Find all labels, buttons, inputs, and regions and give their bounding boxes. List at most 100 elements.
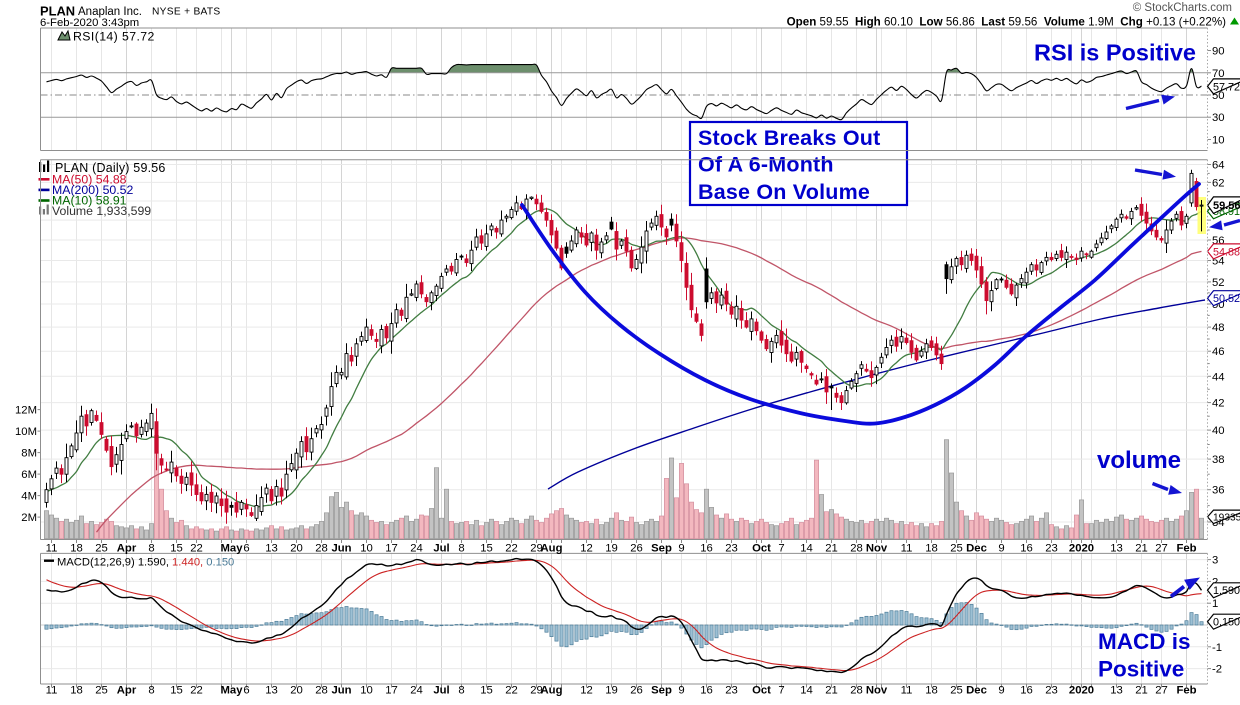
svg-text:Dec: Dec: [966, 685, 987, 697]
svg-text:8: 8: [148, 685, 154, 697]
svg-text:7: 7: [778, 685, 784, 697]
svg-text:8: 8: [458, 543, 464, 555]
svg-text:Oct: Oct: [752, 543, 771, 555]
svg-text:12: 12: [580, 543, 593, 555]
svg-text:62: 62: [1212, 177, 1225, 189]
svg-text:21: 21: [1135, 543, 1148, 555]
svg-text:9: 9: [678, 685, 684, 697]
svg-text:13: 13: [1110, 685, 1123, 697]
svg-text:7: 7: [778, 543, 784, 555]
svg-text:MA(10) 58.91: MA(10) 58.91: [52, 194, 127, 208]
svg-text:25: 25: [95, 543, 108, 555]
svg-text:6: 6: [243, 685, 249, 697]
svg-text:Aug: Aug: [541, 685, 563, 697]
svg-text:46: 46: [1212, 346, 1225, 358]
svg-text:2020: 2020: [1069, 685, 1094, 697]
svg-text:36: 36: [1212, 485, 1225, 497]
svg-text:MACD(12,26,9) 1.590, 1.440, 0.: MACD(12,26,9) 1.590, 1.440, 0.150: [57, 557, 234, 569]
svg-text:Open 59.55 High 60.10 Low 56: Open 59.55 High 60.10 Low 56.86 Last 59.…: [787, 15, 1226, 28]
svg-text:21: 21: [825, 543, 838, 555]
svg-text:12M: 12M: [15, 405, 37, 417]
svg-text:volume: volume: [1097, 447, 1181, 474]
svg-text:29: 29: [530, 685, 543, 697]
svg-text:MACD is: MACD is: [1098, 629, 1191, 654]
svg-text:57.72: 57.72: [1213, 81, 1240, 93]
svg-text:Apr: Apr: [117, 685, 137, 697]
svg-text:28: 28: [315, 685, 328, 697]
svg-text:26: 26: [630, 685, 643, 697]
svg-text:19: 19: [605, 685, 618, 697]
svg-text:Nov: Nov: [866, 685, 888, 697]
svg-text:27: 27: [1155, 543, 1168, 555]
svg-text:26: 26: [630, 543, 643, 555]
svg-text:13: 13: [1110, 543, 1123, 555]
svg-text:© StockCharts.com: © StockCharts.com: [1133, 2, 1232, 14]
svg-text:29: 29: [530, 543, 543, 555]
svg-text:2M: 2M: [21, 512, 37, 524]
svg-text:Of A 6-Month: Of A 6-Month: [698, 153, 834, 177]
svg-text:50.52: 50.52: [1213, 293, 1240, 305]
svg-text:40: 40: [1212, 425, 1225, 437]
svg-text:Apr: Apr: [117, 543, 137, 555]
svg-text:21: 21: [825, 685, 838, 697]
svg-text:42: 42: [1212, 398, 1225, 410]
svg-text:6M: 6M: [21, 469, 37, 481]
svg-text:NYSE + BATS: NYSE + BATS: [152, 7, 221, 18]
svg-text:4M: 4M: [21, 491, 37, 503]
svg-text:9: 9: [998, 543, 1004, 555]
svg-text:11: 11: [901, 685, 913, 697]
svg-text:1.590: 1.590: [1213, 585, 1240, 597]
svg-text:15: 15: [480, 685, 493, 697]
svg-text:18: 18: [70, 543, 83, 555]
svg-text:24: 24: [410, 543, 423, 555]
svg-text:90: 90: [1212, 46, 1225, 58]
svg-text:Jun: Jun: [331, 543, 351, 555]
svg-text:19: 19: [605, 543, 618, 555]
svg-text:Feb: Feb: [1176, 543, 1196, 555]
svg-text:44: 44: [1212, 371, 1225, 383]
svg-text:Volume 1,933,599: Volume 1,933,599: [52, 204, 151, 218]
svg-text:18: 18: [70, 685, 83, 697]
svg-text:13: 13: [265, 685, 278, 697]
svg-text:8: 8: [148, 543, 154, 555]
svg-text:RSI is Positive: RSI is Positive: [1034, 40, 1196, 66]
svg-text:Stock Breaks Out: Stock Breaks Out: [698, 126, 880, 150]
svg-text:21: 21: [1135, 685, 1148, 697]
svg-text:14: 14: [800, 543, 813, 555]
svg-text:12: 12: [580, 685, 593, 697]
svg-text:10M: 10M: [15, 426, 37, 438]
svg-text:Nov: Nov: [866, 543, 888, 555]
svg-text:20: 20: [290, 685, 303, 697]
svg-text:MA(50) 54.88: MA(50) 54.88: [52, 172, 127, 186]
svg-text:16: 16: [1020, 685, 1033, 697]
svg-text:Feb: Feb: [1176, 685, 1196, 697]
svg-text:28: 28: [850, 543, 863, 555]
svg-text:Aug: Aug: [541, 543, 563, 555]
svg-text:9: 9: [678, 543, 684, 555]
svg-text:8M: 8M: [21, 448, 37, 460]
svg-text:MA(200) 50.52: MA(200) 50.52: [52, 183, 134, 197]
svg-text:52: 52: [1212, 277, 1225, 289]
svg-text:15: 15: [170, 685, 183, 697]
svg-text:17: 17: [385, 543, 398, 555]
svg-text:38: 38: [1212, 454, 1225, 466]
svg-text:25: 25: [95, 685, 108, 697]
svg-text:Jul: Jul: [433, 543, 449, 555]
svg-text:15: 15: [480, 543, 493, 555]
svg-text:48: 48: [1212, 322, 1225, 334]
svg-text:Jun: Jun: [331, 685, 351, 697]
svg-text:Jul: Jul: [433, 685, 449, 697]
svg-text:17: 17: [385, 685, 398, 697]
svg-text:22: 22: [505, 543, 518, 555]
svg-text:25: 25: [950, 685, 963, 697]
svg-text:Positive: Positive: [1098, 657, 1184, 682]
svg-text:Dec: Dec: [966, 543, 987, 555]
svg-text:Anaplan Inc.: Anaplan Inc.: [78, 6, 142, 18]
svg-text:0.150: 0.150: [1213, 617, 1240, 629]
svg-text:22: 22: [190, 543, 203, 555]
svg-text:23: 23: [725, 685, 738, 697]
svg-text:6: 6: [243, 543, 249, 555]
svg-text:Sep: Sep: [651, 543, 672, 555]
svg-text:1: 1: [1212, 598, 1218, 610]
svg-text:-1: -1: [1212, 642, 1222, 654]
